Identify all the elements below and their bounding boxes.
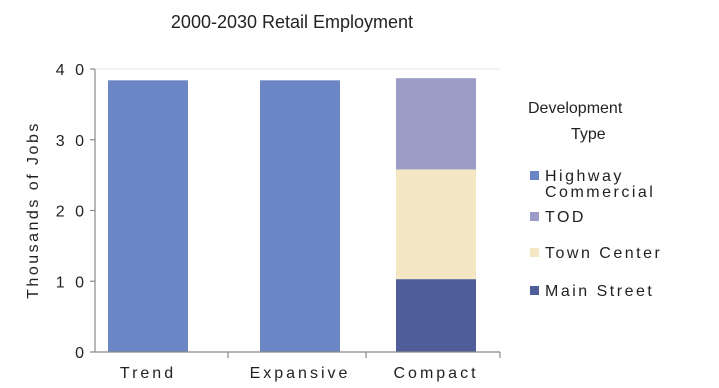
legend-swatch-tod <box>530 212 539 221</box>
x-tick-label-trend: Trend <box>120 365 176 382</box>
legend-label-highway-commercial: Highway <box>545 168 624 185</box>
y-tick-label: 1 0 <box>56 274 87 291</box>
legend-label-town-center: Town Center <box>545 245 662 262</box>
legend-label-main-street: Main Street <box>545 283 654 300</box>
legend-title-line1: Development <box>528 100 623 117</box>
bar-highway-commercial-expansive <box>260 80 340 352</box>
bar-main-street-compact <box>396 279 476 352</box>
bar-highway-commercial-trend <box>108 80 188 352</box>
x-tick-label-compact: Compact <box>393 365 478 382</box>
legend-label-tod: TOD <box>545 209 586 226</box>
y-tick-label: 0 <box>75 345 87 362</box>
chart-title: 2000-2030 Retail Employment <box>171 12 413 32</box>
legend-swatch-town-center <box>530 248 539 257</box>
legend-label-highway-commercial: Commercial <box>545 184 655 201</box>
y-tick-label: 4 0 <box>56 62 87 79</box>
plot-area: 0 1 0 2 0 3 0 4 0 Trend Expansive Compact <box>56 62 501 382</box>
legend-swatch-main-street <box>530 286 539 295</box>
bar-town-center-compact <box>396 169 476 280</box>
x-tick-label-expansive: Expansive <box>250 365 351 382</box>
y-tick-label: 3 0 <box>56 133 87 150</box>
y-tick-label: 2 0 <box>56 204 87 221</box>
legend-title-line2: Type <box>571 126 606 143</box>
bar-tod-compact <box>396 78 476 170</box>
legend-swatch-highway-commercial <box>530 171 539 180</box>
y-axis-label: Thousands of Jobs <box>25 121 42 299</box>
